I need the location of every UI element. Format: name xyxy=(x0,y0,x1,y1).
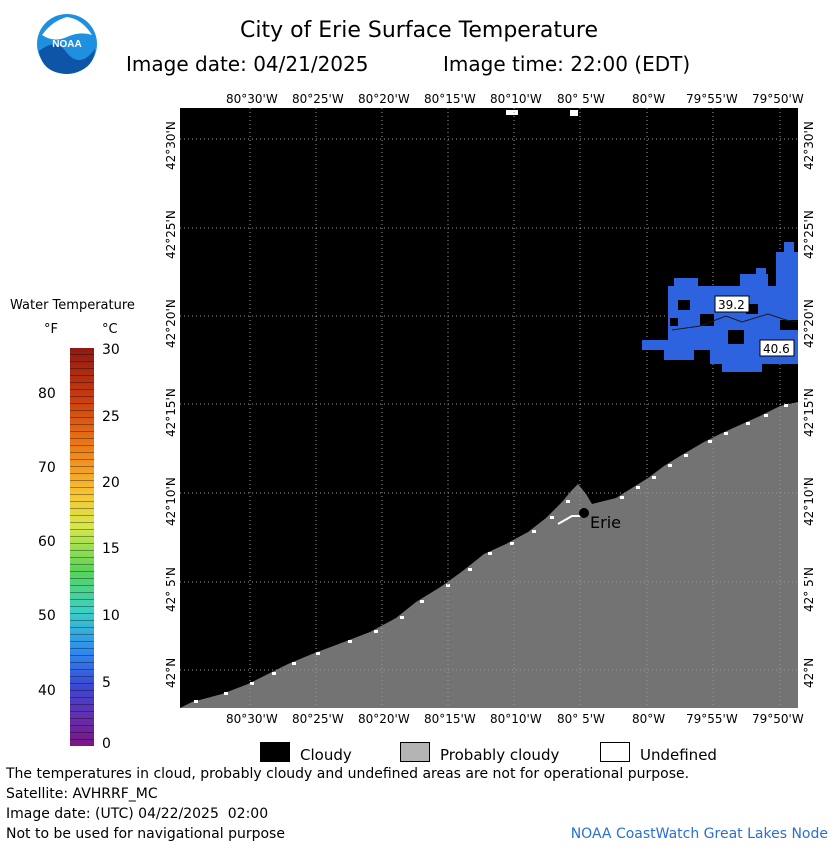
right-tick: 42° 5'N xyxy=(802,567,816,612)
credit-text: NOAA CoastWatch Great Lakes Node xyxy=(570,826,828,842)
top-tick: 80°10'W xyxy=(490,92,542,106)
disclaimer-text: The temperatures in cloud, probably clou… xyxy=(6,766,690,782)
right-tick: 42°N xyxy=(802,657,816,688)
scale-f-label: 50 xyxy=(38,608,56,624)
city-label: Erie xyxy=(590,513,621,532)
scale-f-label: 70 xyxy=(38,460,56,476)
top-tick: 80° 5'W xyxy=(557,92,605,106)
top-tick: 80°20'W xyxy=(358,92,410,106)
right-tick: 42°15'N xyxy=(802,388,816,437)
left-tick: 42°N xyxy=(164,657,178,688)
scale-f-label: 80 xyxy=(38,386,56,402)
bottom-tick: 80° 5'W xyxy=(557,712,605,726)
legend-unit-c: °C xyxy=(102,322,118,337)
logo-text: NOAA xyxy=(52,39,81,50)
scale-f-label: 40 xyxy=(38,683,56,699)
left-tick: 42°10'N xyxy=(164,477,178,526)
bottom-tick: 80°20'W xyxy=(358,712,410,726)
bottom-tick: 80°30'W xyxy=(226,712,278,726)
scale-c-label: 25 xyxy=(102,409,120,425)
left-tick: 42° 5'N xyxy=(164,567,178,612)
top-tick: 80°W xyxy=(632,92,666,106)
left-tick: 42°30'N xyxy=(164,121,178,170)
legend-unit-f: °F xyxy=(44,322,58,337)
left-tick: 42°25'N xyxy=(164,210,178,259)
cloudy-key-label: Cloudy xyxy=(300,746,352,764)
cloudy-swatch xyxy=(260,742,290,762)
color-scale-ticks xyxy=(70,348,94,746)
right-tick: 42°30'N xyxy=(802,121,816,170)
reading-label: 40.6 xyxy=(763,342,790,356)
bottom-tick: 80°15'W xyxy=(424,712,476,726)
bottom-tick: 80°W xyxy=(632,712,666,726)
navigation-warning: Not to be used for navigational purpose xyxy=(6,826,285,842)
utc-date-text: Image date: (UTC) 04/22/2025 02:00 xyxy=(6,806,269,822)
satellite-text: Satellite: AVHRRF_MC xyxy=(6,786,158,802)
top-tick: 79°55'W xyxy=(686,92,738,106)
bottom-tick: 79°50'W xyxy=(752,712,804,726)
reading-label: 39.2 xyxy=(718,298,745,312)
left-tick: 42°20'N xyxy=(164,299,178,348)
bottom-tick: 79°55'W xyxy=(686,712,738,726)
image-date: Image date: 04/21/2025 xyxy=(126,52,369,76)
scale-c-label: 20 xyxy=(102,475,120,491)
top-tick: 80°15'W xyxy=(424,92,476,106)
noaa-logo: NOAA xyxy=(37,14,97,74)
image-time: Image time: 22:00 (EDT) xyxy=(443,52,691,76)
color-scale-bar xyxy=(70,348,94,746)
scale-c-label: 30 xyxy=(102,342,120,358)
coast-edge-marks xyxy=(194,110,788,703)
page-title: City of Erie Surface Temperature xyxy=(239,18,599,43)
top-tick: 80°30'W xyxy=(226,92,278,106)
city-marker xyxy=(579,508,589,518)
scale-c-label: 0 xyxy=(102,736,111,752)
scale-c-label: 10 xyxy=(102,608,120,624)
undefined-swatch xyxy=(600,742,630,762)
probably-cloudy-swatch xyxy=(400,742,430,762)
top-tick: 79°50'W xyxy=(752,92,804,106)
scale-c-label: 5 xyxy=(102,675,111,691)
temperature-contour xyxy=(671,313,798,331)
probably-cloudy-key-label: Probably cloudy xyxy=(440,746,560,764)
right-tick: 42°10'N xyxy=(802,477,816,526)
scale-c-label: 15 xyxy=(102,541,120,557)
left-tick: 42°15'N xyxy=(164,388,178,437)
bottom-tick: 80°10'W xyxy=(490,712,542,726)
grid-lines xyxy=(180,108,798,708)
bottom-tick: 80°25'W xyxy=(292,712,344,726)
reading-box xyxy=(714,295,750,313)
reading-box xyxy=(759,339,795,357)
temperature-map: Erie 39.2 40.6 xyxy=(180,108,798,708)
right-tick: 42°25'N xyxy=(802,210,816,259)
cloud-gaps xyxy=(670,300,798,344)
right-tick: 42°20'N xyxy=(802,299,816,348)
scale-f-label: 60 xyxy=(38,534,56,550)
legend-title: Water Temperature xyxy=(10,298,135,313)
undefined-key-label: Undefined xyxy=(640,746,717,764)
top-tick: 80°25'W xyxy=(292,92,344,106)
